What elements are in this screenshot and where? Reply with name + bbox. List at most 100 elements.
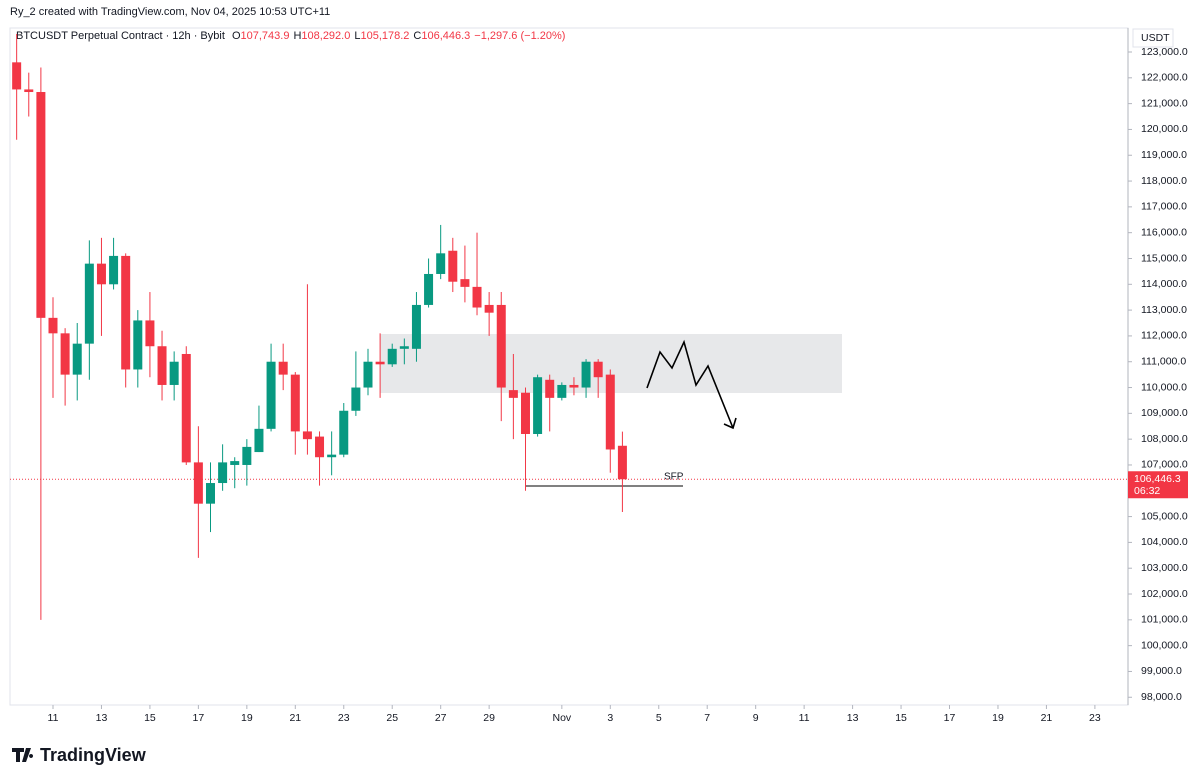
candle-body <box>205 483 215 504</box>
candle-body <box>278 361 288 375</box>
y-tick-label: 120,000.0 <box>1141 123 1188 135</box>
candle-body <box>193 462 203 504</box>
legend-key: H <box>293 30 301 42</box>
y-tick-label: 99,000.0 <box>1141 665 1182 677</box>
candle-body <box>533 377 543 434</box>
credit: Ry_2 created with TradingView.com, Nov 0… <box>10 6 330 18</box>
x-tick-label: 9 <box>753 712 759 724</box>
y-tick-label: 98,000.0 <box>1141 691 1182 703</box>
candle-body <box>157 346 167 385</box>
candle-body <box>593 361 603 378</box>
candle-body <box>266 361 276 429</box>
x-tick-label: 17 <box>944 712 956 724</box>
y-tick-label: 119,000.0 <box>1141 149 1187 161</box>
candle-body <box>133 320 143 370</box>
currency: USDT <box>1141 32 1170 44</box>
x-tick-label: 27 <box>435 712 447 724</box>
projection-arrow <box>646 339 734 429</box>
last-price-box <box>1128 471 1188 499</box>
x-tick-label: 15 <box>144 712 156 724</box>
x-tick-label: 13 <box>96 712 108 724</box>
legend-value: 108,292.0 <box>301 30 350 42</box>
y-tick-label: 118,000.0 <box>1141 175 1187 187</box>
x-tick-label: 13 <box>847 712 859 724</box>
x-tick-label: 21 <box>289 712 301 724</box>
y-tick-label: 101,000.0 <box>1141 614 1188 626</box>
candle-body <box>242 446 252 465</box>
countdown: 06:32 <box>1134 485 1160 497</box>
sfp-label: SFP <box>664 472 684 483</box>
candle-body <box>109 255 119 285</box>
candle-body <box>424 273 434 305</box>
x-tick-label: 21 <box>1041 712 1053 724</box>
candle-body <box>24 89 34 93</box>
y-tick-label: 105,000.0 <box>1141 510 1188 522</box>
x-tick-label: Nov <box>552 712 571 724</box>
arrow-head <box>723 417 737 430</box>
x-tick-label: 17 <box>193 712 205 724</box>
candle-body <box>36 92 46 318</box>
brand: TradingView <box>12 745 147 765</box>
candle-body <box>290 374 300 432</box>
candle-body <box>302 431 312 440</box>
x-tick-label: 19 <box>992 712 1004 724</box>
legend: BTCUSDT Perpetual Contract · 12h · Bybit… <box>16 30 565 42</box>
y-tick-label: 110,000.0 <box>1141 381 1187 393</box>
x-tick-label: 23 <box>1089 712 1101 724</box>
candle-body <box>363 361 373 388</box>
candle-body <box>508 390 518 398</box>
candle-body <box>315 436 325 458</box>
candle-body <box>254 428 264 453</box>
candle-body <box>460 279 470 287</box>
candle-body <box>375 361 385 365</box>
candle-body <box>339 410 349 455</box>
legend-value: 107,743.9 <box>241 30 290 42</box>
y-tick-label: 117,000.0 <box>1141 201 1187 213</box>
x-tick-label: 29 <box>483 712 495 724</box>
x-tick-label: 11 <box>799 712 810 724</box>
candle-body <box>96 263 106 285</box>
candle-body <box>230 461 240 465</box>
legend-key: L <box>354 30 360 42</box>
legend-key: C <box>413 30 421 42</box>
candle-body <box>218 462 228 484</box>
y-tick-label: 115,000.0 <box>1141 252 1187 264</box>
candle-body <box>436 253 446 274</box>
candle-body <box>472 286 482 308</box>
candle-body <box>399 346 409 349</box>
candle-body <box>557 384 567 398</box>
candle-body <box>12 62 22 90</box>
candle-body <box>351 387 361 411</box>
candle-body <box>72 343 82 375</box>
candle-body <box>60 333 70 375</box>
x-tick-label: 19 <box>241 712 253 724</box>
x-tick-label: 15 <box>895 712 907 724</box>
y-tick-label: 111,000.0 <box>1141 356 1186 368</box>
candle-body <box>545 379 555 398</box>
candle-body <box>569 384 579 388</box>
candle-body <box>411 304 421 349</box>
x-tick-label: 23 <box>338 712 350 724</box>
x-tick-label: 25 <box>386 712 398 724</box>
candle-body <box>448 250 458 282</box>
candle-body <box>48 317 58 334</box>
y-tick-label: 122,000.0 <box>1141 72 1188 84</box>
y-tick-label: 102,000.0 <box>1141 588 1188 600</box>
candle-body <box>387 348 397 365</box>
y-tick-label: 121,000.0 <box>1141 97 1188 109</box>
candle-body <box>121 255 131 370</box>
legend-key: O <box>232 30 241 42</box>
candle-body <box>581 361 591 388</box>
brand-name: TradingView <box>40 745 147 765</box>
candle-body <box>605 374 615 450</box>
legend-value: 105,178.2 <box>360 30 409 42</box>
candle-body <box>520 392 530 434</box>
last-price-label: 106,446.3 <box>1134 473 1181 485</box>
x-tick-label: 3 <box>607 712 613 724</box>
y-tick-label: 123,000.0 <box>1141 46 1188 58</box>
candle-body <box>496 304 506 388</box>
currency-box <box>1132 28 1174 48</box>
y-tick-label: 113,000.0 <box>1141 304 1187 316</box>
candle-body <box>84 263 94 344</box>
